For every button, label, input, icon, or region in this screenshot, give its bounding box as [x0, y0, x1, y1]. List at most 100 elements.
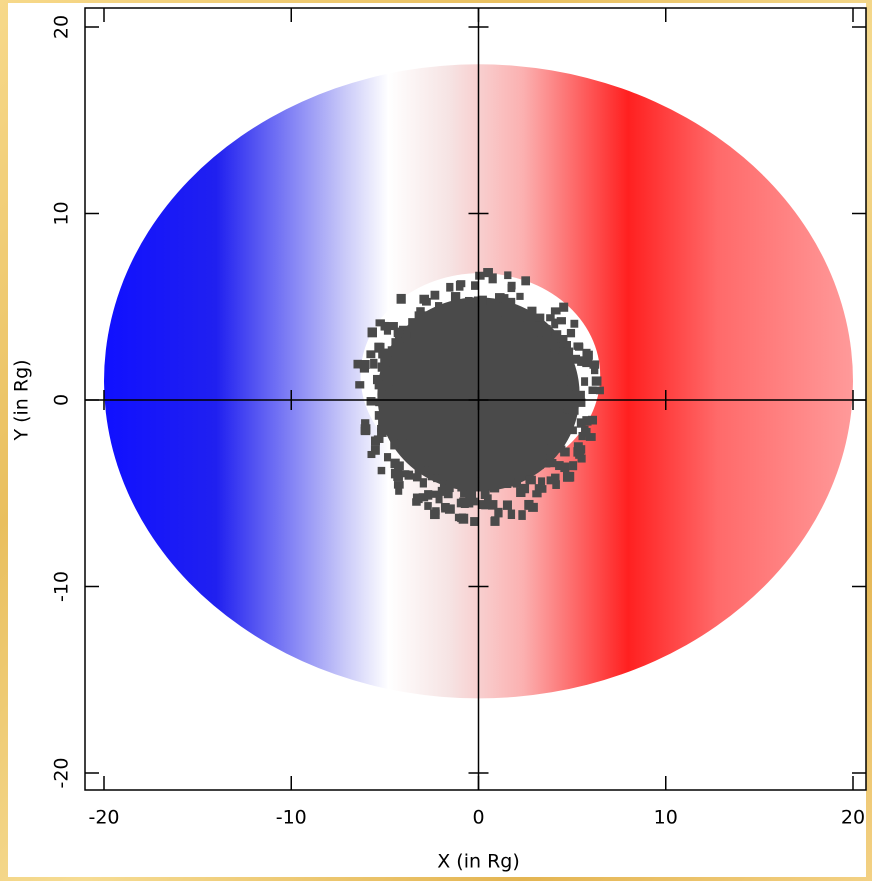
shadow-speck	[377, 466, 386, 475]
shadow-speck	[581, 427, 591, 437]
shadow-speck	[581, 377, 589, 386]
shadow-speck	[481, 500, 489, 510]
shadow-speck	[567, 426, 577, 435]
shadow-speck	[395, 334, 404, 344]
shadow-speck	[488, 273, 497, 284]
shadow-speck	[466, 490, 477, 500]
shadow-speck	[427, 466, 435, 475]
shadow-speck	[374, 411, 385, 420]
shadow-speck	[366, 350, 376, 359]
shadow-speck	[396, 293, 406, 304]
y-tick-label: 10	[51, 201, 73, 225]
shadow-speck	[418, 493, 429, 502]
shadow-speck	[527, 306, 537, 315]
shadow-speck	[588, 415, 597, 425]
shadow-speck	[555, 461, 563, 471]
shadow-speck	[552, 480, 560, 489]
shadow-speck	[388, 357, 398, 367]
shadow-speck	[536, 451, 545, 460]
shadow-speck	[582, 416, 592, 426]
shadow-speck	[375, 398, 384, 407]
shadow-speck	[556, 414, 564, 424]
plot-layer: -20 -10 0 10 20 -20 -10 0 10 20	[51, 7, 867, 829]
shadow-speck	[457, 514, 467, 523]
shadow-speck	[385, 391, 393, 401]
shadow-speck	[534, 459, 544, 469]
shadow-speck	[596, 386, 604, 395]
shadow-speck	[469, 480, 479, 491]
shadow-speck	[535, 313, 545, 322]
shadow-speck	[437, 486, 448, 496]
shadow-speck	[541, 459, 551, 468]
shadow-speck	[370, 445, 380, 455]
shadow-speck	[455, 280, 464, 291]
shadow-speck	[385, 383, 393, 391]
shadow-speck	[395, 485, 403, 495]
shadow-speck	[430, 509, 440, 520]
x-tick-label: -20	[88, 807, 119, 829]
shadow-speck	[573, 447, 583, 457]
shadow-speck	[428, 490, 439, 498]
shadow-speck	[446, 474, 456, 483]
shadow-speck	[477, 298, 487, 307]
shadow-speck	[405, 441, 416, 451]
shadow-speck	[373, 435, 384, 443]
shadow-speck	[470, 517, 479, 526]
shadow-speck	[577, 398, 586, 407]
shadow-speck	[556, 317, 566, 325]
shadow-speck	[521, 276, 531, 286]
shadow-speck	[588, 386, 597, 395]
shadow-speck	[360, 424, 371, 434]
shadow-speck	[459, 497, 469, 507]
shadow-speck	[560, 334, 568, 343]
shadow-speck	[388, 385, 397, 396]
y-tick-label: 0	[51, 394, 73, 406]
shadow-speck	[414, 311, 423, 321]
shadow-speck	[560, 462, 570, 473]
shadow-speck	[516, 465, 527, 475]
shadow-speck	[414, 451, 425, 461]
shadow-speck	[543, 328, 552, 336]
shadow-speck	[433, 474, 441, 483]
shadow-speck	[377, 362, 387, 372]
shadow-speck	[500, 307, 508, 317]
shadow-speck	[435, 495, 443, 504]
shadow-speck	[564, 347, 574, 357]
shadow-speck	[524, 499, 534, 510]
shadow-speck	[568, 407, 579, 415]
shadow-speck	[571, 354, 581, 364]
x-tick-label: 0	[472, 807, 484, 829]
shadow-speck	[377, 424, 388, 433]
shadow-speck	[582, 348, 591, 358]
shadow-speck	[582, 359, 593, 368]
shadow-speck	[546, 476, 557, 485]
shadow-speck	[546, 314, 555, 322]
shadow-speck	[427, 472, 436, 481]
x-axis-label: X (in Rg)	[437, 851, 520, 873]
shadow-speck	[591, 376, 602, 386]
frame	[84, 7, 867, 791]
shadow-speck	[576, 418, 586, 428]
shadow-speck	[488, 500, 498, 510]
shadow-speck	[550, 343, 559, 354]
shadow-speck	[557, 339, 567, 348]
shadow-speck	[424, 311, 434, 319]
shadow-speck	[403, 330, 411, 338]
shadow-speck	[370, 358, 378, 369]
shadow-speck	[573, 442, 583, 451]
shadow-speck	[412, 457, 423, 468]
shadow-speck	[551, 330, 562, 340]
shadow-speck	[550, 427, 561, 435]
shadow-speck	[438, 470, 448, 481]
shadow-speck	[548, 458, 557, 468]
shadow-speck	[392, 428, 401, 436]
shadow-speck	[563, 404, 573, 414]
shadow-speck	[380, 321, 389, 331]
shadow-speck	[550, 307, 561, 315]
shadow-speck	[523, 317, 532, 326]
shadow-speck	[377, 428, 387, 437]
y-tick-label: -10	[51, 571, 73, 602]
shadow-speck	[475, 271, 485, 280]
shadow-speck	[569, 461, 578, 471]
shadow-speck	[441, 504, 449, 513]
